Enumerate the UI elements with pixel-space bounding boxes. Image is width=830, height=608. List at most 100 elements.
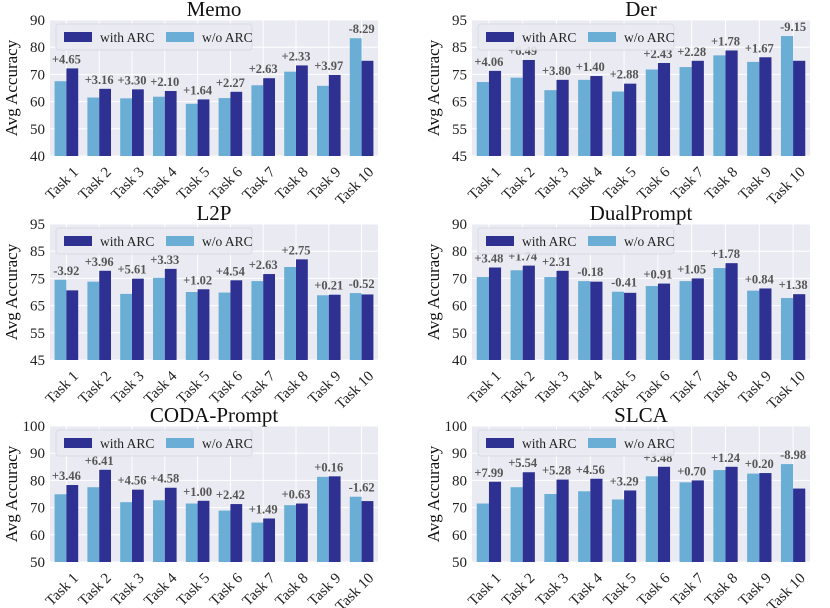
delta-annotation: +5.28: [542, 464, 571, 478]
legend: with ARC w/o ARC: [477, 227, 675, 255]
bar-with-arc: [657, 62, 671, 157]
bar-with-arc: [263, 78, 276, 156]
bar-without-arc: [251, 281, 264, 360]
bar-with-arc: [590, 478, 603, 562]
bar-without-arc: [476, 82, 489, 156]
bar-without-arc: [713, 55, 726, 156]
bar-with-arc: [361, 501, 374, 562]
bar-with-arc: [793, 294, 806, 360]
bar-with-arc: [488, 70, 502, 156]
x-tick-label: Task 10: [764, 368, 808, 412]
bar-without-arc: [510, 270, 523, 360]
y-tick-label: 70: [30, 501, 45, 517]
bar-without-arc: [645, 476, 658, 562]
bar-without-arc: [87, 281, 100, 360]
x-tick-label: Task 5: [174, 164, 213, 203]
delta-annotation: +3.96: [85, 255, 114, 269]
x-tick-label: Task 1: [43, 368, 82, 407]
bar-without-arc: [349, 496, 362, 562]
bar-without-arc: [780, 297, 794, 360]
x-tick-label: Task 2: [76, 164, 115, 203]
bar-with-arc: [556, 479, 569, 562]
delta-annotation: +0.20: [745, 457, 774, 471]
x-tick-label: Task 7: [668, 368, 707, 407]
delta-annotation: +2.31: [542, 255, 571, 269]
x-tick-label: Task 8: [702, 570, 741, 608]
y-tick-label: 80: [30, 40, 45, 56]
legend-swatch-without-arc: [166, 236, 194, 246]
x-tick-label: Task 4: [141, 570, 180, 608]
bar-without-arc: [544, 90, 557, 156]
bar-with-arc: [657, 466, 671, 562]
y-tick-label: 50: [30, 122, 45, 138]
bar-with-arc: [230, 280, 243, 360]
bar-without-arc: [645, 286, 658, 360]
bar-without-arc: [578, 491, 591, 562]
y-tick-label: 70: [30, 67, 45, 83]
bar-without-arc: [780, 36, 794, 156]
bar-with-arc: [197, 289, 210, 360]
delta-annotation: +0.70: [677, 464, 706, 478]
bar-with-arc: [328, 294, 341, 360]
y-tick-label: 85: [30, 244, 45, 260]
delta-annotation: +1.00: [183, 485, 212, 499]
x-tick-label: Task 6: [634, 164, 673, 203]
x-tick-label: Task 5: [601, 164, 640, 203]
y-tick-label: 100: [445, 419, 468, 435]
y-tick-label: 70: [452, 271, 467, 287]
bar-without-arc: [218, 292, 231, 360]
x-tick-label: Task 8: [702, 368, 741, 407]
bar-without-arc: [251, 522, 264, 562]
delta-annotation: +1.02: [183, 273, 212, 287]
delta-annotation: +4.65: [52, 52, 81, 66]
delta-annotation: -3.92: [53, 264, 79, 278]
delta-annotation: +4.54: [216, 264, 246, 278]
delta-annotation: -8.98: [780, 448, 806, 462]
legend-label-without-arc: w/o ARC: [624, 234, 675, 249]
y-tick-label: 50: [30, 555, 45, 571]
bar-without-arc: [185, 103, 198, 156]
legend-swatch-with-arc: [64, 236, 92, 246]
bar-with-arc: [263, 274, 276, 360]
legend-label-with-arc: with ARC: [100, 234, 154, 249]
y-tick-label: 40: [452, 353, 467, 369]
y-axis-label: Avg Accuracy: [2, 39, 21, 136]
bar-with-arc: [793, 60, 806, 156]
bar-without-arc: [747, 61, 760, 156]
bar-without-arc: [218, 510, 231, 562]
chart-panel-5: 50 60 70 80 90 100 +3.46 Task 1 +6.41 Task 2 +4.56…: [2, 403, 378, 608]
delta-annotation: -8.29: [349, 22, 375, 36]
legend-label-without-arc: w/o ARC: [202, 234, 253, 249]
delta-annotation: +3.46: [52, 469, 81, 483]
bar-with-arc: [328, 476, 341, 562]
legend-swatch-without-arc: [588, 236, 616, 246]
bar-with-arc: [296, 65, 308, 156]
legend-label-without-arc: w/o ARC: [202, 436, 253, 451]
y-tick-label: 60: [452, 528, 467, 544]
delta-annotation: +5.54: [508, 456, 538, 470]
bar-with-arc: [488, 267, 502, 360]
bar-with-arc: [522, 265, 535, 360]
bar-with-arc: [759, 288, 772, 360]
delta-annotation: +4.56: [576, 463, 605, 477]
y-tick-label: 100: [23, 419, 46, 435]
delta-annotation: +4.06: [474, 55, 503, 69]
bar-without-arc: [120, 98, 132, 156]
bar-with-arc: [624, 292, 637, 360]
y-tick-label: 45: [30, 353, 45, 369]
bar-without-arc: [713, 268, 726, 360]
bar-with-arc: [99, 88, 112, 156]
chart-panel-6: 50 60 70 80 90 100 +7.99 Task 1 +5.54 Task 2 +5.28…: [424, 403, 810, 608]
legend-swatch-with-arc: [486, 236, 514, 246]
delta-annotation: +2.88: [610, 68, 639, 82]
legend-label-with-arc: with ARC: [522, 234, 576, 249]
bar-without-arc: [476, 277, 489, 360]
y-tick-label: 95: [30, 217, 45, 233]
legend-label-with-arc: with ARC: [522, 436, 576, 451]
delta-annotation: +3.30: [118, 73, 147, 87]
x-tick-label: Task 2: [499, 570, 538, 608]
y-tick-label: 50: [452, 555, 467, 571]
bar-without-arc: [713, 470, 726, 562]
delta-annotation: +1.78: [711, 34, 740, 48]
x-tick-label: Task 2: [499, 164, 538, 203]
